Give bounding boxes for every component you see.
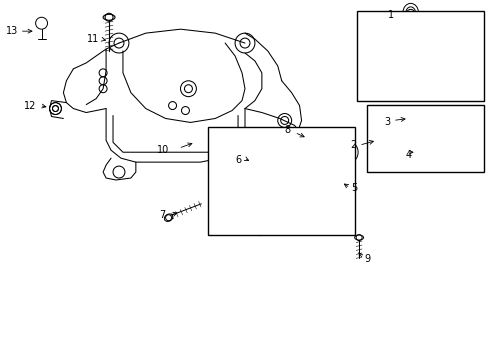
- Text: 11: 11: [87, 34, 99, 44]
- Text: 6: 6: [235, 155, 241, 165]
- Bar: [357, 11, 484, 100]
- Text: 10: 10: [156, 145, 169, 155]
- Text: 8: 8: [285, 125, 291, 135]
- Text: 12: 12: [24, 100, 36, 111]
- Text: 9: 9: [364, 255, 370, 264]
- Text: 13: 13: [6, 26, 18, 36]
- Text: 3: 3: [384, 117, 390, 127]
- Text: 1: 1: [388, 10, 394, 20]
- Text: 4: 4: [406, 150, 412, 160]
- Bar: [367, 105, 484, 172]
- Bar: [208, 127, 355, 235]
- Text: 2: 2: [350, 140, 356, 150]
- Text: 5: 5: [351, 183, 357, 193]
- Text: 7: 7: [160, 210, 166, 220]
